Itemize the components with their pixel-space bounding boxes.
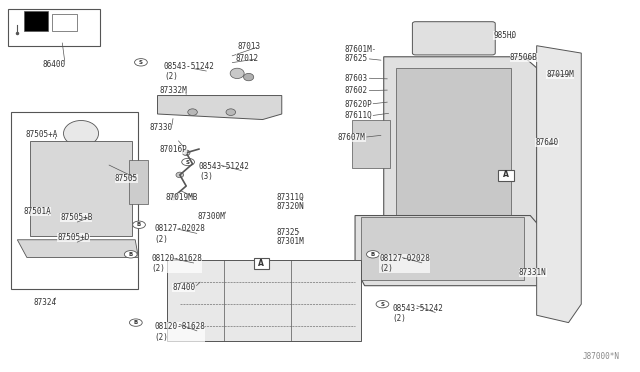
Text: B: B <box>129 252 133 257</box>
Text: 08127-02028
(2): 08127-02028 (2) <box>380 254 430 273</box>
Polygon shape <box>396 68 511 253</box>
Text: 08120-81628
(2): 08120-81628 (2) <box>151 254 202 273</box>
Text: 87332M: 87332M <box>159 86 187 94</box>
Text: B: B <box>134 320 138 325</box>
Circle shape <box>367 251 380 258</box>
Text: 08543-51242
(3): 08543-51242 (3) <box>199 161 250 181</box>
Polygon shape <box>17 240 138 257</box>
Text: 08543-51242
(2): 08543-51242 (2) <box>164 62 215 81</box>
Text: J87000*N: J87000*N <box>582 352 620 361</box>
Polygon shape <box>167 260 362 341</box>
Circle shape <box>132 221 145 228</box>
Text: 87501A: 87501A <box>24 207 51 217</box>
Text: 87019MB: 87019MB <box>166 193 198 202</box>
Bar <box>11 112 138 289</box>
Text: 87324: 87324 <box>33 298 56 307</box>
Ellipse shape <box>176 172 184 178</box>
Ellipse shape <box>230 68 244 78</box>
Text: 87301M: 87301M <box>276 237 305 246</box>
Bar <box>8 9 100 46</box>
Text: 87320N: 87320N <box>276 202 305 211</box>
Text: B: B <box>371 252 375 257</box>
Text: 87016P: 87016P <box>159 145 187 154</box>
Polygon shape <box>355 215 543 286</box>
Text: 87505+B: 87505+B <box>60 213 92 222</box>
Text: 87325: 87325 <box>276 228 300 237</box>
Text: 87620P: 87620P <box>344 100 372 109</box>
Text: 87607M: 87607M <box>338 133 365 142</box>
Polygon shape <box>384 57 537 267</box>
Polygon shape <box>30 141 132 236</box>
Ellipse shape <box>170 194 177 200</box>
Text: 87601M: 87601M <box>344 45 372 54</box>
Polygon shape <box>157 96 282 119</box>
Text: 87330: 87330 <box>149 123 172 132</box>
Ellipse shape <box>244 73 253 81</box>
Bar <box>499 170 514 181</box>
Text: 08127-02028
(2): 08127-02028 (2) <box>154 224 205 244</box>
Text: 87019M: 87019M <box>546 70 574 79</box>
Text: 86400: 86400 <box>43 60 66 69</box>
Text: S: S <box>139 60 143 65</box>
Text: 87311Q: 87311Q <box>276 193 305 202</box>
Text: 87505+A: 87505+A <box>26 130 58 139</box>
Text: 08120-81628
(2): 08120-81628 (2) <box>154 322 205 341</box>
Bar <box>129 160 148 204</box>
Text: 87611Q: 87611Q <box>344 111 372 121</box>
Text: 87603: 87603 <box>344 74 367 83</box>
Text: 87012: 87012 <box>236 54 259 63</box>
Ellipse shape <box>182 150 190 155</box>
Text: 87640: 87640 <box>536 138 559 147</box>
Text: 87013: 87013 <box>237 42 260 51</box>
Bar <box>24 11 48 31</box>
Circle shape <box>129 319 142 326</box>
FancyBboxPatch shape <box>412 22 495 55</box>
Bar <box>352 119 390 167</box>
Text: 87300M: 87300M <box>198 212 225 221</box>
Text: 08543-51242
(2): 08543-51242 (2) <box>393 304 444 323</box>
Circle shape <box>376 301 389 308</box>
Circle shape <box>124 251 137 258</box>
Text: S: S <box>380 302 385 307</box>
Text: S: S <box>186 160 190 164</box>
Text: 87602: 87602 <box>344 86 367 95</box>
Text: A: A <box>259 259 264 268</box>
Text: 87400: 87400 <box>172 283 195 292</box>
Polygon shape <box>537 46 581 323</box>
Text: B: B <box>137 222 141 227</box>
Circle shape <box>182 158 195 166</box>
Text: 87506B: 87506B <box>510 53 538 62</box>
Bar <box>52 14 77 31</box>
Ellipse shape <box>226 109 236 115</box>
Ellipse shape <box>63 121 99 146</box>
Text: 87625: 87625 <box>344 54 367 63</box>
Ellipse shape <box>188 109 197 115</box>
Polygon shape <box>362 217 524 280</box>
Circle shape <box>134 59 147 66</box>
Text: 985H0: 985H0 <box>493 31 516 40</box>
Text: 87331N: 87331N <box>519 268 547 277</box>
Text: A: A <box>503 170 509 179</box>
Text: 87505: 87505 <box>115 174 138 183</box>
Bar <box>253 259 269 269</box>
Text: 87505+D: 87505+D <box>58 233 90 242</box>
